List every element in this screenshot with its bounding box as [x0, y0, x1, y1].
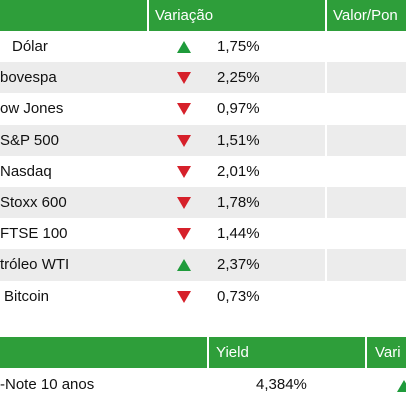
asset-name: bovespa [0, 69, 57, 87]
yield-value: 4,384% [256, 376, 307, 393]
asset-name: Bitcoin [4, 287, 50, 305]
table-row: FTSE 100 1,44% [0, 218, 406, 250]
value-column-header: Valor/Pon [333, 7, 398, 24]
change-value: 0,73% [217, 287, 260, 305]
asset-name: S&P 500 [0, 131, 59, 149]
bond-yield-table: Yield Vari -Note 10 anos 4,384% [0, 337, 406, 401]
down-arrow-icon [177, 228, 191, 241]
column-divider [325, 62, 327, 94]
header-divider [365, 337, 367, 368]
change-value: 1,51% [217, 131, 260, 149]
table-row: bovespa 2,25% [0, 62, 406, 94]
column-divider [325, 280, 327, 312]
market-table: Variação Valor/Pon Dólar 1,75% bovespa 2… [0, 0, 406, 312]
change-value: 0,97% [217, 100, 260, 118]
asset-name: tróleo WTI [0, 256, 70, 274]
column-divider [325, 218, 327, 250]
column-divider [325, 31, 327, 63]
change-value: 1,44% [217, 225, 260, 243]
variation-column-header: Variação [155, 7, 214, 24]
change-value: 2,25% [217, 69, 260, 87]
yield-column-header: Yield [216, 344, 249, 361]
asset-name: Nasdaq [0, 162, 52, 180]
header-divider [147, 0, 149, 31]
table-row: Bitcoin 0,73% [0, 280, 406, 312]
down-arrow-icon [177, 134, 191, 147]
bond-variation-column-header: Vari [375, 344, 401, 361]
bond-name: -Note 10 anos [0, 376, 95, 393]
market-table-header: Variação Valor/Pon [0, 0, 406, 31]
column-divider [325, 249, 327, 281]
table-row: Nasdaq 2,01% [0, 155, 406, 187]
column-divider [325, 155, 327, 187]
up-arrow-icon [397, 380, 406, 392]
table-row: Stoxx 600 1,78% [0, 186, 406, 219]
up-arrow-icon [177, 259, 191, 272]
column-divider [325, 124, 327, 156]
asset-name: Dólar [12, 38, 48, 55]
change-value: 2,01% [217, 162, 260, 180]
down-arrow-icon [177, 165, 191, 178]
change-value: 1,78% [217, 193, 260, 211]
table-row: -Note 10 anos 4,384% [0, 368, 406, 401]
change-value: 1,75% [217, 38, 260, 55]
bond-table-header: Yield Vari [0, 337, 406, 368]
down-arrow-icon [177, 290, 191, 303]
table-row: Dólar 1,75% [0, 31, 406, 63]
down-arrow-icon [177, 72, 191, 85]
table-row: tróleo WTI 2,37% [0, 249, 406, 281]
column-divider [325, 186, 327, 219]
table-row: ow Jones 0,97% [0, 93, 406, 125]
change-value: 2,37% [217, 256, 260, 274]
header-divider [207, 337, 209, 368]
asset-name: ow Jones [0, 100, 64, 118]
down-arrow-icon [177, 196, 191, 209]
column-divider [325, 93, 327, 125]
up-arrow-icon [177, 41, 191, 53]
down-arrow-icon [177, 103, 191, 116]
table-row: S&P 500 1,51% [0, 124, 406, 156]
header-divider [325, 0, 327, 31]
asset-name: Stoxx 600 [0, 193, 67, 211]
asset-name: FTSE 100 [0, 225, 68, 243]
